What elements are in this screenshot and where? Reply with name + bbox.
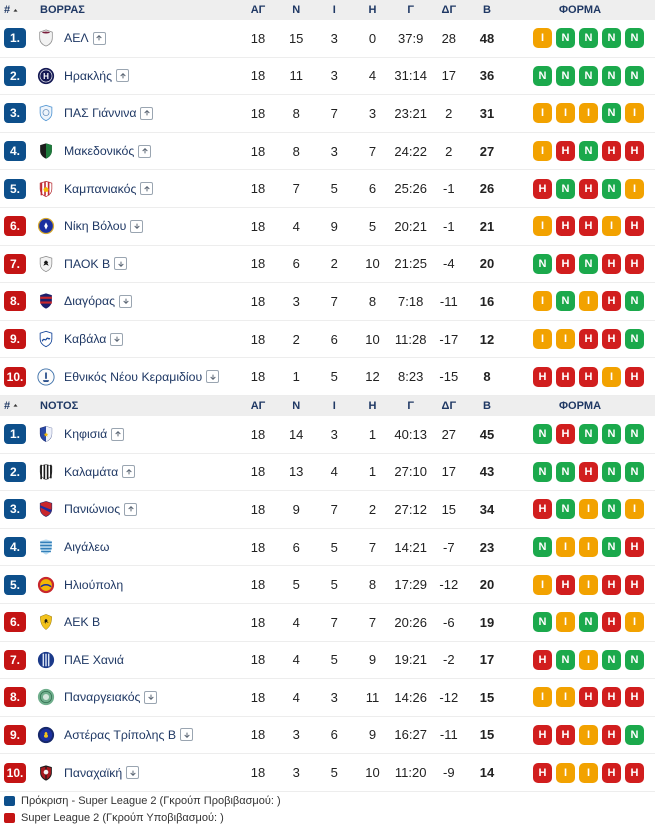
svg-text:H: H [43,72,49,81]
